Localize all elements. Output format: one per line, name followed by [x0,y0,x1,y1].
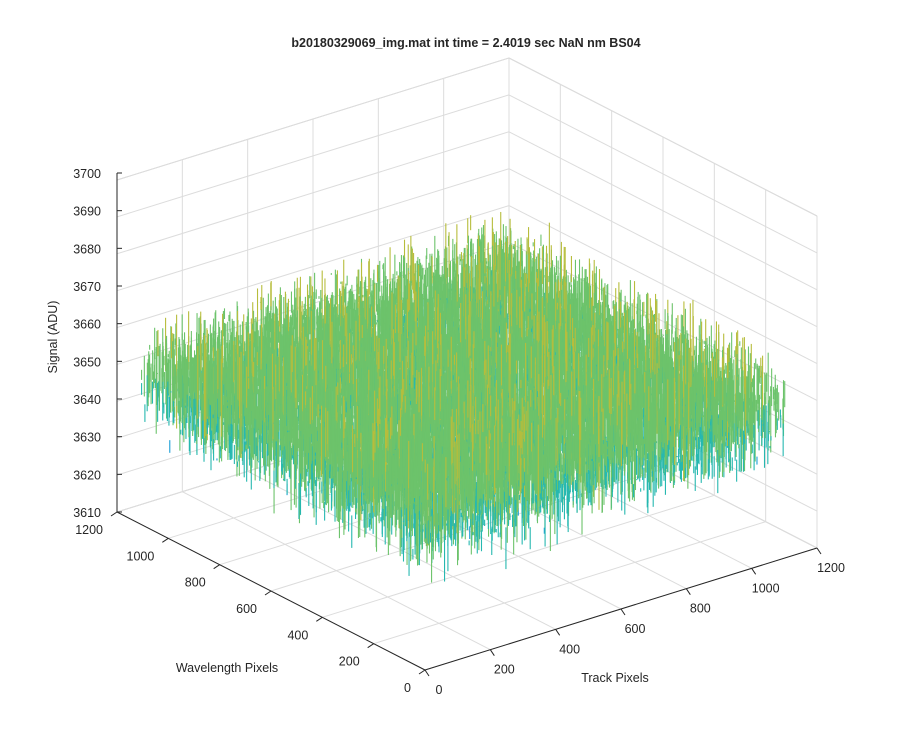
wall-gridline-z-right [508,57,818,217]
surface-data [141,211,786,583]
wall-gridline-z-right [508,131,818,291]
wall-gridline-z-right [508,168,818,328]
wall-gridline-z-right [508,205,818,365]
wall-gridline-z-right [508,94,818,254]
wall-gridline-z-left [116,131,510,255]
wall-gridline-z-left [116,94,510,218]
wall-gridline-z-left [116,168,510,292]
floor-gridline-y [373,521,766,645]
wall-gridline-z-left [116,205,510,329]
chart-title: b20180329069_img.mat int time = 2.4019 s… [291,36,640,50]
floor-gridline-y [322,494,715,618]
wall-gridline-z-left [116,57,510,181]
